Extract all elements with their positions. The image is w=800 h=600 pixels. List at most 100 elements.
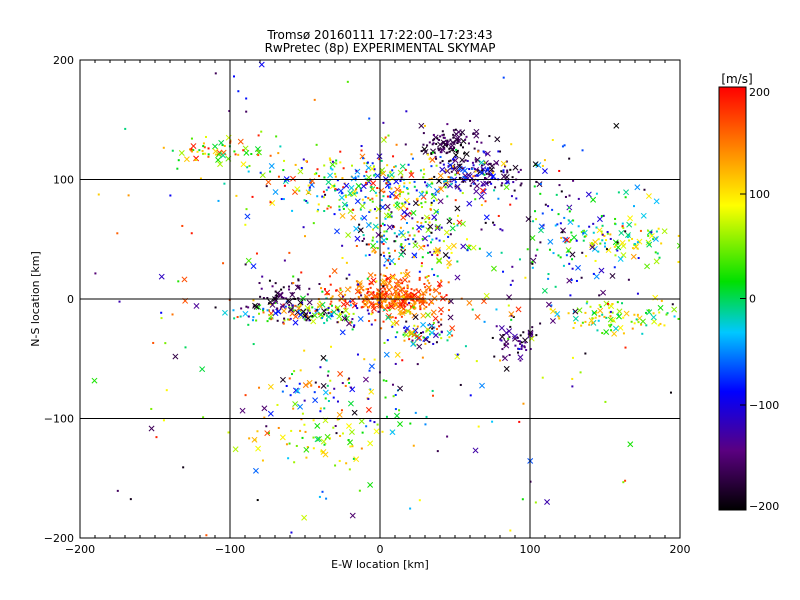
echo-dot-marker (260, 130, 263, 133)
echo-dot-marker (124, 127, 127, 130)
echo-dot-marker (645, 324, 648, 327)
echo-cross-marker (493, 159, 500, 166)
echo-dot-marker (409, 212, 412, 215)
echo-dot-marker (244, 394, 247, 397)
echo-dot-marker (647, 309, 650, 312)
echo-dot-marker (420, 221, 423, 224)
echo-dot-marker (171, 149, 174, 152)
echo-cross-marker (347, 400, 354, 407)
echo-cross-marker (625, 232, 631, 239)
echo-cross-marker (416, 224, 423, 231)
echo-dot-marker (378, 301, 381, 304)
echo-dot-marker (523, 346, 526, 349)
echo-dot-marker (459, 189, 462, 192)
echo-dot-marker (436, 210, 439, 213)
echo-dot-marker (381, 222, 384, 225)
echo-dot-marker (403, 182, 406, 185)
echo-dot-marker (305, 200, 308, 203)
echo-cross-marker (426, 182, 433, 189)
echo-dot-marker (559, 222, 562, 225)
echo-cross-marker (478, 159, 485, 166)
echo-dot-marker (346, 80, 349, 83)
echo-dot-marker (562, 264, 565, 267)
echo-dot-marker (248, 164, 251, 167)
echo-dot-marker (398, 301, 401, 304)
echo-dot-marker (344, 384, 347, 387)
echo-cross-marker (158, 273, 165, 280)
echo-dot-marker (410, 298, 413, 301)
echo-dot-marker (184, 346, 187, 349)
echo-dot-marker (520, 345, 523, 348)
echo-cross-marker (399, 163, 406, 170)
echo-dot-marker (324, 193, 327, 196)
echo-cross-marker (454, 205, 461, 212)
echo-dot-marker (336, 400, 339, 403)
echo-dot-marker (472, 164, 475, 167)
echo-dot-marker (518, 420, 521, 423)
echo-dot-marker (476, 140, 479, 143)
echo-dot-marker (595, 192, 598, 195)
echo-dot-marker (288, 251, 291, 254)
echo-cross-marker (603, 329, 610, 335)
echo-dot-marker (624, 346, 627, 349)
echo-dot-marker (481, 167, 484, 170)
echo-dot-marker (363, 201, 366, 204)
echo-dot-marker (436, 275, 439, 278)
echo-dot-marker (342, 207, 345, 210)
echo-dot-marker (475, 360, 478, 363)
echo-dot-marker (425, 190, 428, 193)
echo-cross-marker (473, 132, 480, 139)
echo-cross-marker (377, 292, 384, 299)
echo-cross-marker (365, 406, 372, 413)
echo-cross-marker (279, 434, 286, 441)
echo-cross-marker (478, 193, 485, 200)
echo-dot-marker (429, 293, 432, 296)
echo-dot-marker (417, 230, 420, 233)
echo-dot-marker (639, 229, 642, 232)
echo-dot-marker (421, 256, 424, 259)
echo-dot-marker (404, 201, 407, 204)
echo-cross-marker (290, 175, 296, 182)
echo-cross-marker (390, 274, 397, 281)
echo-cross-marker (351, 409, 358, 416)
echo-dot-marker (202, 152, 205, 155)
echo-cross-marker (314, 436, 321, 443)
echo-cross-marker (403, 331, 410, 338)
echo-cross-marker (560, 227, 566, 234)
echo-dot-marker (605, 316, 608, 319)
echo-cross-marker (370, 277, 377, 284)
echo-dot-marker (427, 251, 430, 254)
echo-dot-marker (431, 327, 434, 330)
echo-dot-marker (265, 185, 268, 188)
echo-dot-marker (389, 297, 392, 300)
echo-dot-marker (428, 221, 431, 224)
echo-cross-marker (345, 232, 352, 238)
echo-dot-marker (624, 479, 627, 482)
echo-cross-marker (410, 210, 417, 216)
colorbar-tick-200: 200 (749, 86, 770, 99)
echo-dot-marker (304, 318, 307, 321)
echo-dot-marker (398, 192, 401, 195)
echo-cross-marker (350, 175, 357, 182)
echo-cross-marker (394, 351, 401, 358)
echo-dot-marker (309, 311, 312, 314)
echo-dot-marker (320, 450, 323, 453)
echo-dot-marker (405, 110, 408, 113)
echo-dot-marker (588, 225, 591, 228)
echo-cross-marker (367, 481, 374, 488)
echo-dot-marker (461, 167, 464, 170)
echo-dot-marker (323, 443, 326, 446)
echo-cross-marker (483, 214, 490, 221)
echo-dot-marker (235, 194, 238, 197)
echo-dot-marker (439, 135, 442, 138)
echo-cross-marker (517, 354, 524, 361)
echo-dot-marker (426, 279, 429, 282)
echo-cross-marker (442, 252, 449, 258)
echo-dot-marker (384, 217, 387, 220)
echo-cross-marker (562, 236, 569, 243)
echo-dot-marker (452, 136, 455, 139)
echo-dot-marker (497, 197, 500, 200)
echo-dot-marker (357, 285, 360, 288)
echo-cross-marker (616, 308, 623, 315)
echo-dot-marker (568, 262, 571, 265)
